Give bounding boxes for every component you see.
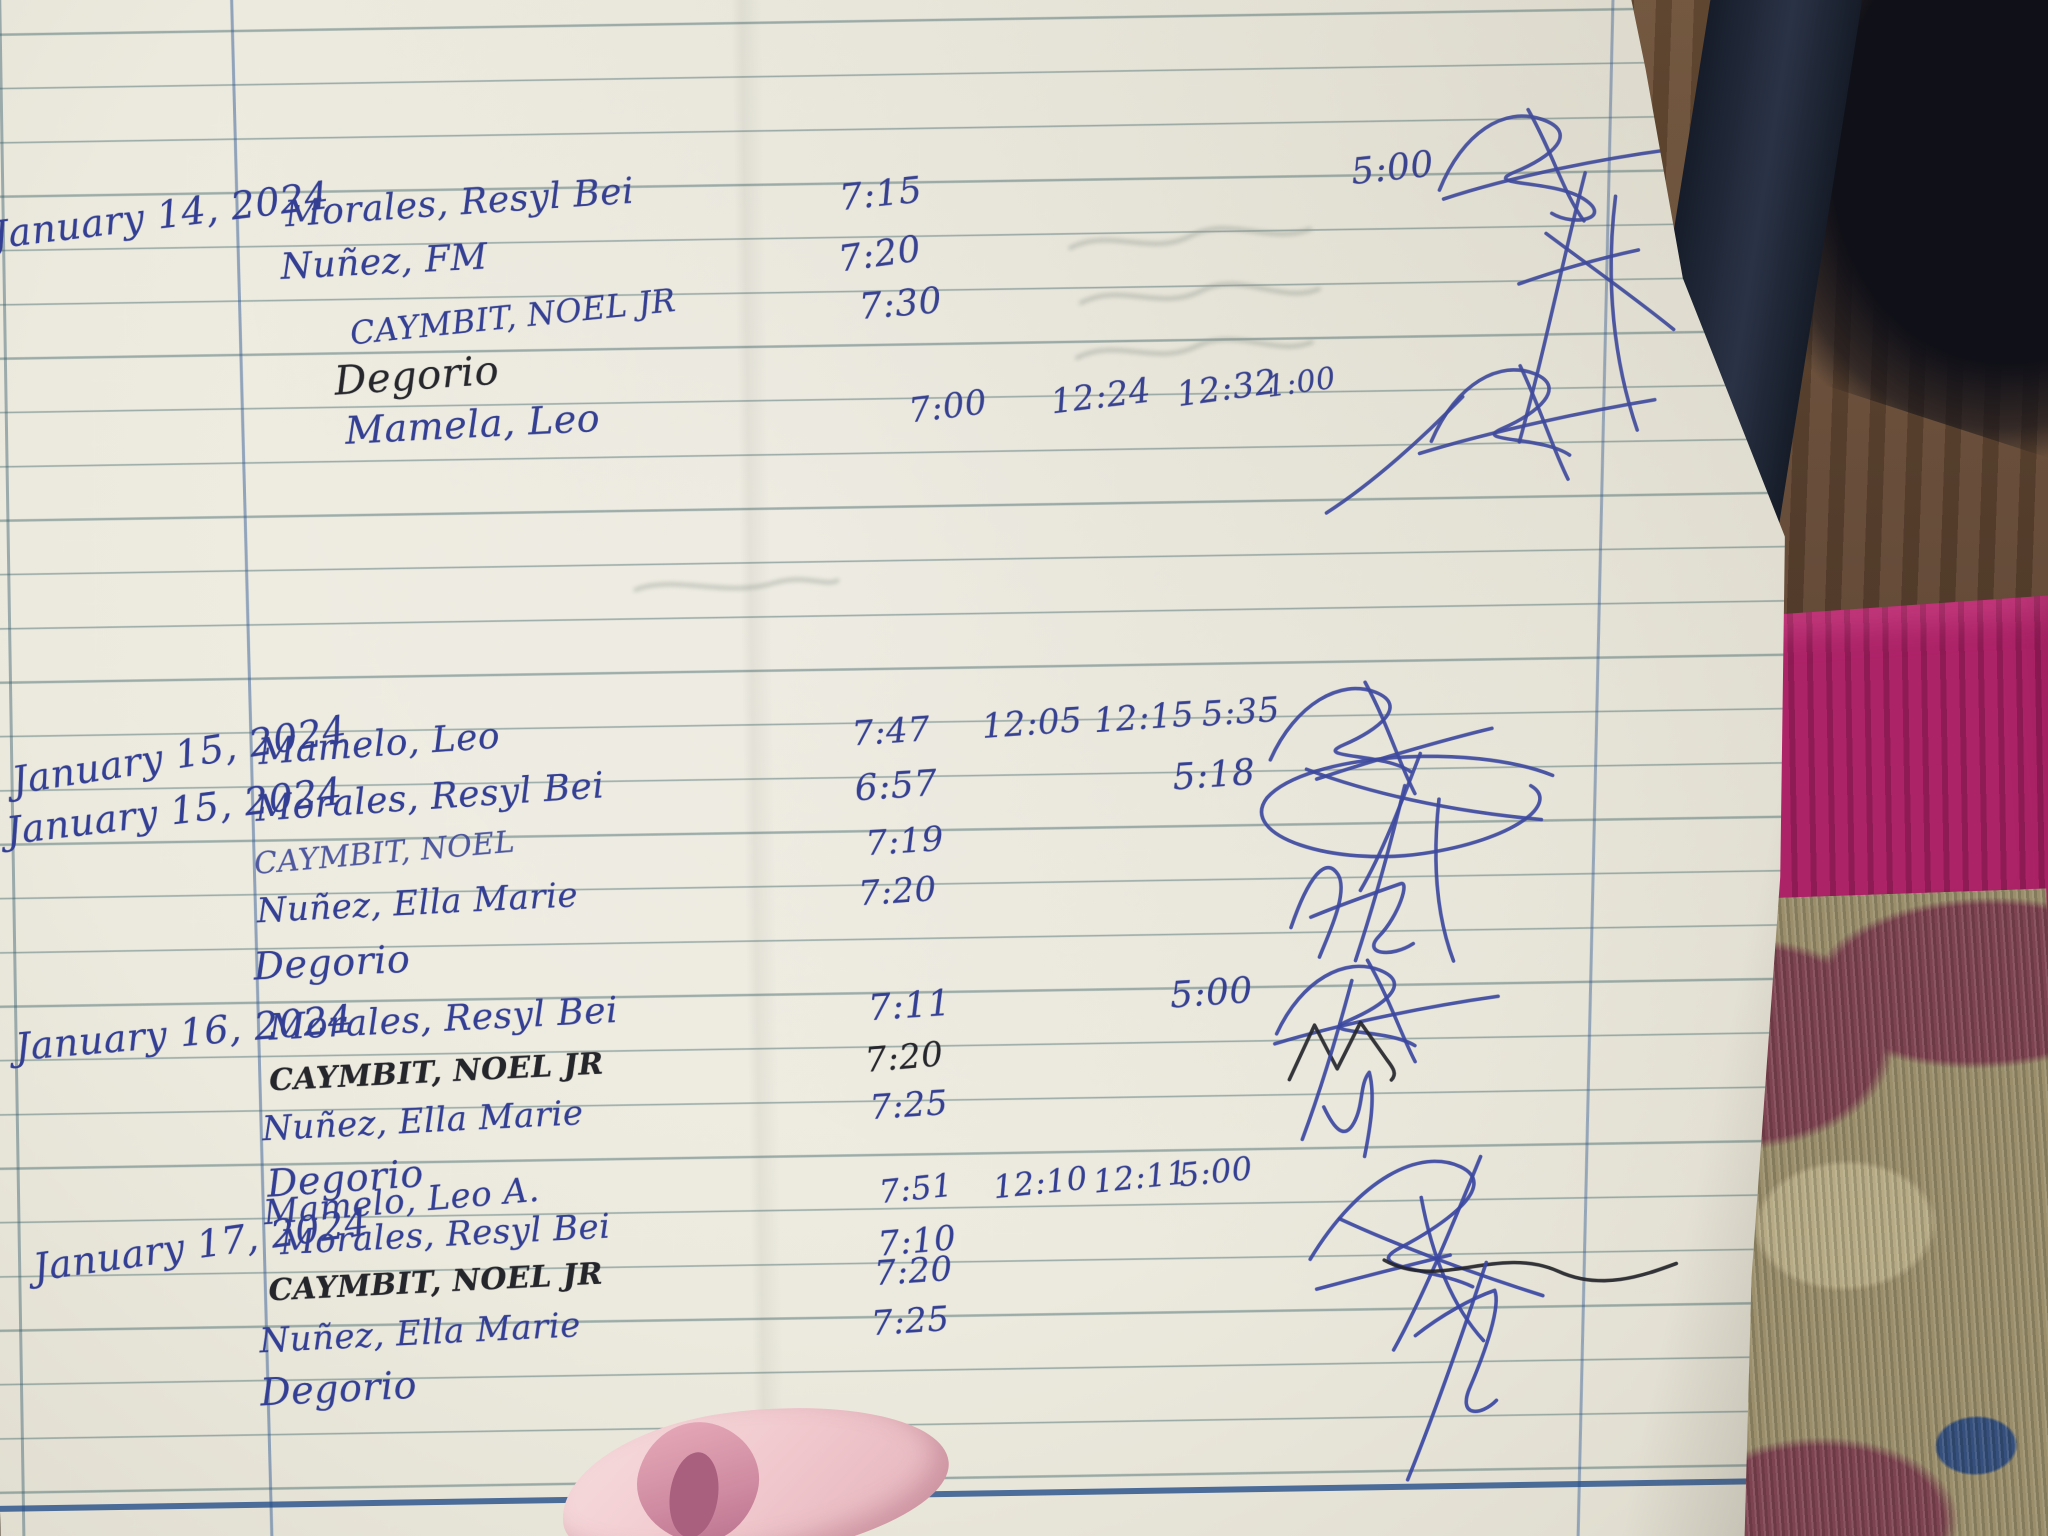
time-in: 7:47 (850, 709, 932, 755)
signature-scribble (1410, 346, 1662, 490)
pink-cloth (520, 1386, 990, 1536)
employee-name: Caymbit, Noel Jr (268, 1046, 605, 1099)
signature-scribble (1266, 833, 1428, 965)
time-in: 7:25 (869, 1298, 951, 1345)
time-in: 7:30 (857, 280, 944, 329)
employee-name: Morales, Resyl Bei (283, 170, 636, 236)
employee-name: Caymbit, Noel Jr (348, 280, 678, 353)
signature-scribble (1288, 974, 1371, 1145)
notebook-page: January 14, 2024 Morales, Resyl Bei 7:15… (0, 0, 1815, 1536)
time-in: 7:15 (837, 169, 925, 220)
signature-tail (1313, 389, 1475, 521)
employee-name: Nuñez, Ella Marie (258, 1305, 582, 1362)
signature-scribble-black (1282, 1012, 1403, 1094)
time-in: 7:25 (868, 1082, 950, 1129)
time-out: 5:00 (1177, 1149, 1255, 1195)
employee-name: Caymbit, Noel (252, 824, 517, 882)
employee-name: Nuñez, FM (279, 236, 489, 288)
time-lunch-out: 12:05 (980, 700, 1084, 747)
employee-name: Degorio (332, 347, 501, 405)
signature-scribble-black (1376, 1231, 1687, 1306)
time-out: 5:00 (1349, 143, 1436, 193)
employee-name: Degorio (259, 1362, 418, 1415)
ink-bleed-through (1060, 204, 1343, 398)
entry-date: January 14, 2024 (0, 173, 332, 258)
time-in: 7:20 (835, 228, 924, 281)
employee-name: Nuñez, Ella Marie (255, 875, 579, 932)
signature-scribble (1309, 776, 1492, 969)
time-in: 7:20 (857, 869, 938, 915)
time-in: 7:51 (877, 1165, 955, 1212)
time-lunch-out: 12:10 (991, 1158, 1090, 1207)
time-out: 5:00 (1168, 970, 1255, 1017)
time-lunch-in: 12:11 (1091, 1153, 1190, 1201)
employee-name: Degorio (252, 936, 412, 989)
employee-name: Caymbit, Noel Jr (267, 1256, 604, 1309)
signature-scribble (1278, 1135, 1572, 1370)
time-in: 7:20 (873, 1248, 954, 1295)
time-in: 7:20 (863, 1034, 945, 1081)
time-in: 7:00 (906, 382, 990, 432)
employee-name: Mamela, Leo (344, 395, 602, 453)
time-in: 7:11 (866, 982, 953, 1030)
signature-scribble (1384, 1254, 1508, 1486)
signature-scribble (1311, 1062, 1393, 1163)
signature-scribble (1240, 731, 1582, 896)
employee-name: Nuñez, Ella Marie (261, 1093, 585, 1150)
time-in: 6:57 (853, 762, 939, 810)
time-lunch-in: 12:15 (1092, 694, 1196, 742)
ink-bleed-through (625, 546, 846, 629)
signature-scribble (1263, 944, 1505, 1068)
time-in: 7:19 (864, 818, 946, 865)
